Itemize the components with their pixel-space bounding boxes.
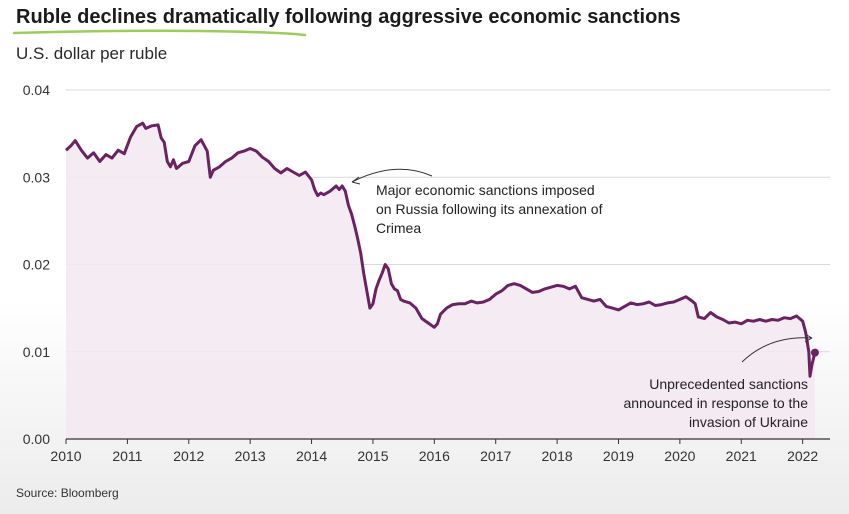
x-tick-label: 2012 xyxy=(173,448,204,464)
y-tick-label: 0.01 xyxy=(23,344,50,360)
x-tick-label: 2022 xyxy=(787,448,818,464)
crimea-arrowhead xyxy=(351,176,361,185)
x-tick-label: 2021 xyxy=(726,448,757,464)
area-fill xyxy=(66,123,815,439)
crimea-annotation-text: on Russia following its annexation of xyxy=(376,201,603,217)
ukraine-annotation-text: Unprecedented sanctions xyxy=(649,376,808,392)
y-axis-ticks: 0.00 0.01 0.02 0.03 0.04 xyxy=(23,82,50,447)
chart-title: Ruble declines dramatically following ag… xyxy=(16,6,681,28)
crimea-annotation-text: Major economic sanctions imposed xyxy=(376,182,595,198)
x-tick-label: 2011 xyxy=(112,448,142,464)
y-tick-label: 0.03 xyxy=(23,169,50,185)
ukraine-annotation-arrow xyxy=(741,337,813,363)
source-note: Source: Bloomberg xyxy=(16,486,119,500)
x-tick-label: 2020 xyxy=(664,448,695,464)
ukraine-annotation-text: invasion of Ukraine xyxy=(689,414,808,430)
annotations: Major economic sanctions imposed on Russi… xyxy=(351,168,813,430)
x-tick-label: 2015 xyxy=(357,448,388,464)
x-tick-label: 2017 xyxy=(480,448,511,464)
x-tick-label: 2010 xyxy=(50,448,81,464)
x-tick-label: 2013 xyxy=(235,448,266,464)
crimea-annotation-arrow xyxy=(351,168,433,183)
ukraine-arrowhead xyxy=(804,333,813,343)
x-tick-label: 2019 xyxy=(603,448,634,464)
x-axis-ticks: 2010 2011 2012 2013 2014 2015 2016 2017 2018 2019… xyxy=(50,439,818,464)
x-tick-label: 2016 xyxy=(419,448,450,464)
ukraine-annotation-text: announced in response to the xyxy=(624,395,809,411)
series-line xyxy=(64,121,817,378)
y-tick-label: 0.02 xyxy=(23,257,50,273)
y-tick-label: 0.00 xyxy=(23,431,50,447)
y-tick-label: 0.04 xyxy=(23,82,50,98)
x-tick-label: 2014 xyxy=(296,448,327,464)
crimea-annotation-text: Crimea xyxy=(376,220,421,236)
y-axis-unit-label: U.S. dollar per ruble xyxy=(16,44,168,63)
end-point-marker xyxy=(810,348,819,357)
x-tick-label: 2018 xyxy=(542,448,573,464)
